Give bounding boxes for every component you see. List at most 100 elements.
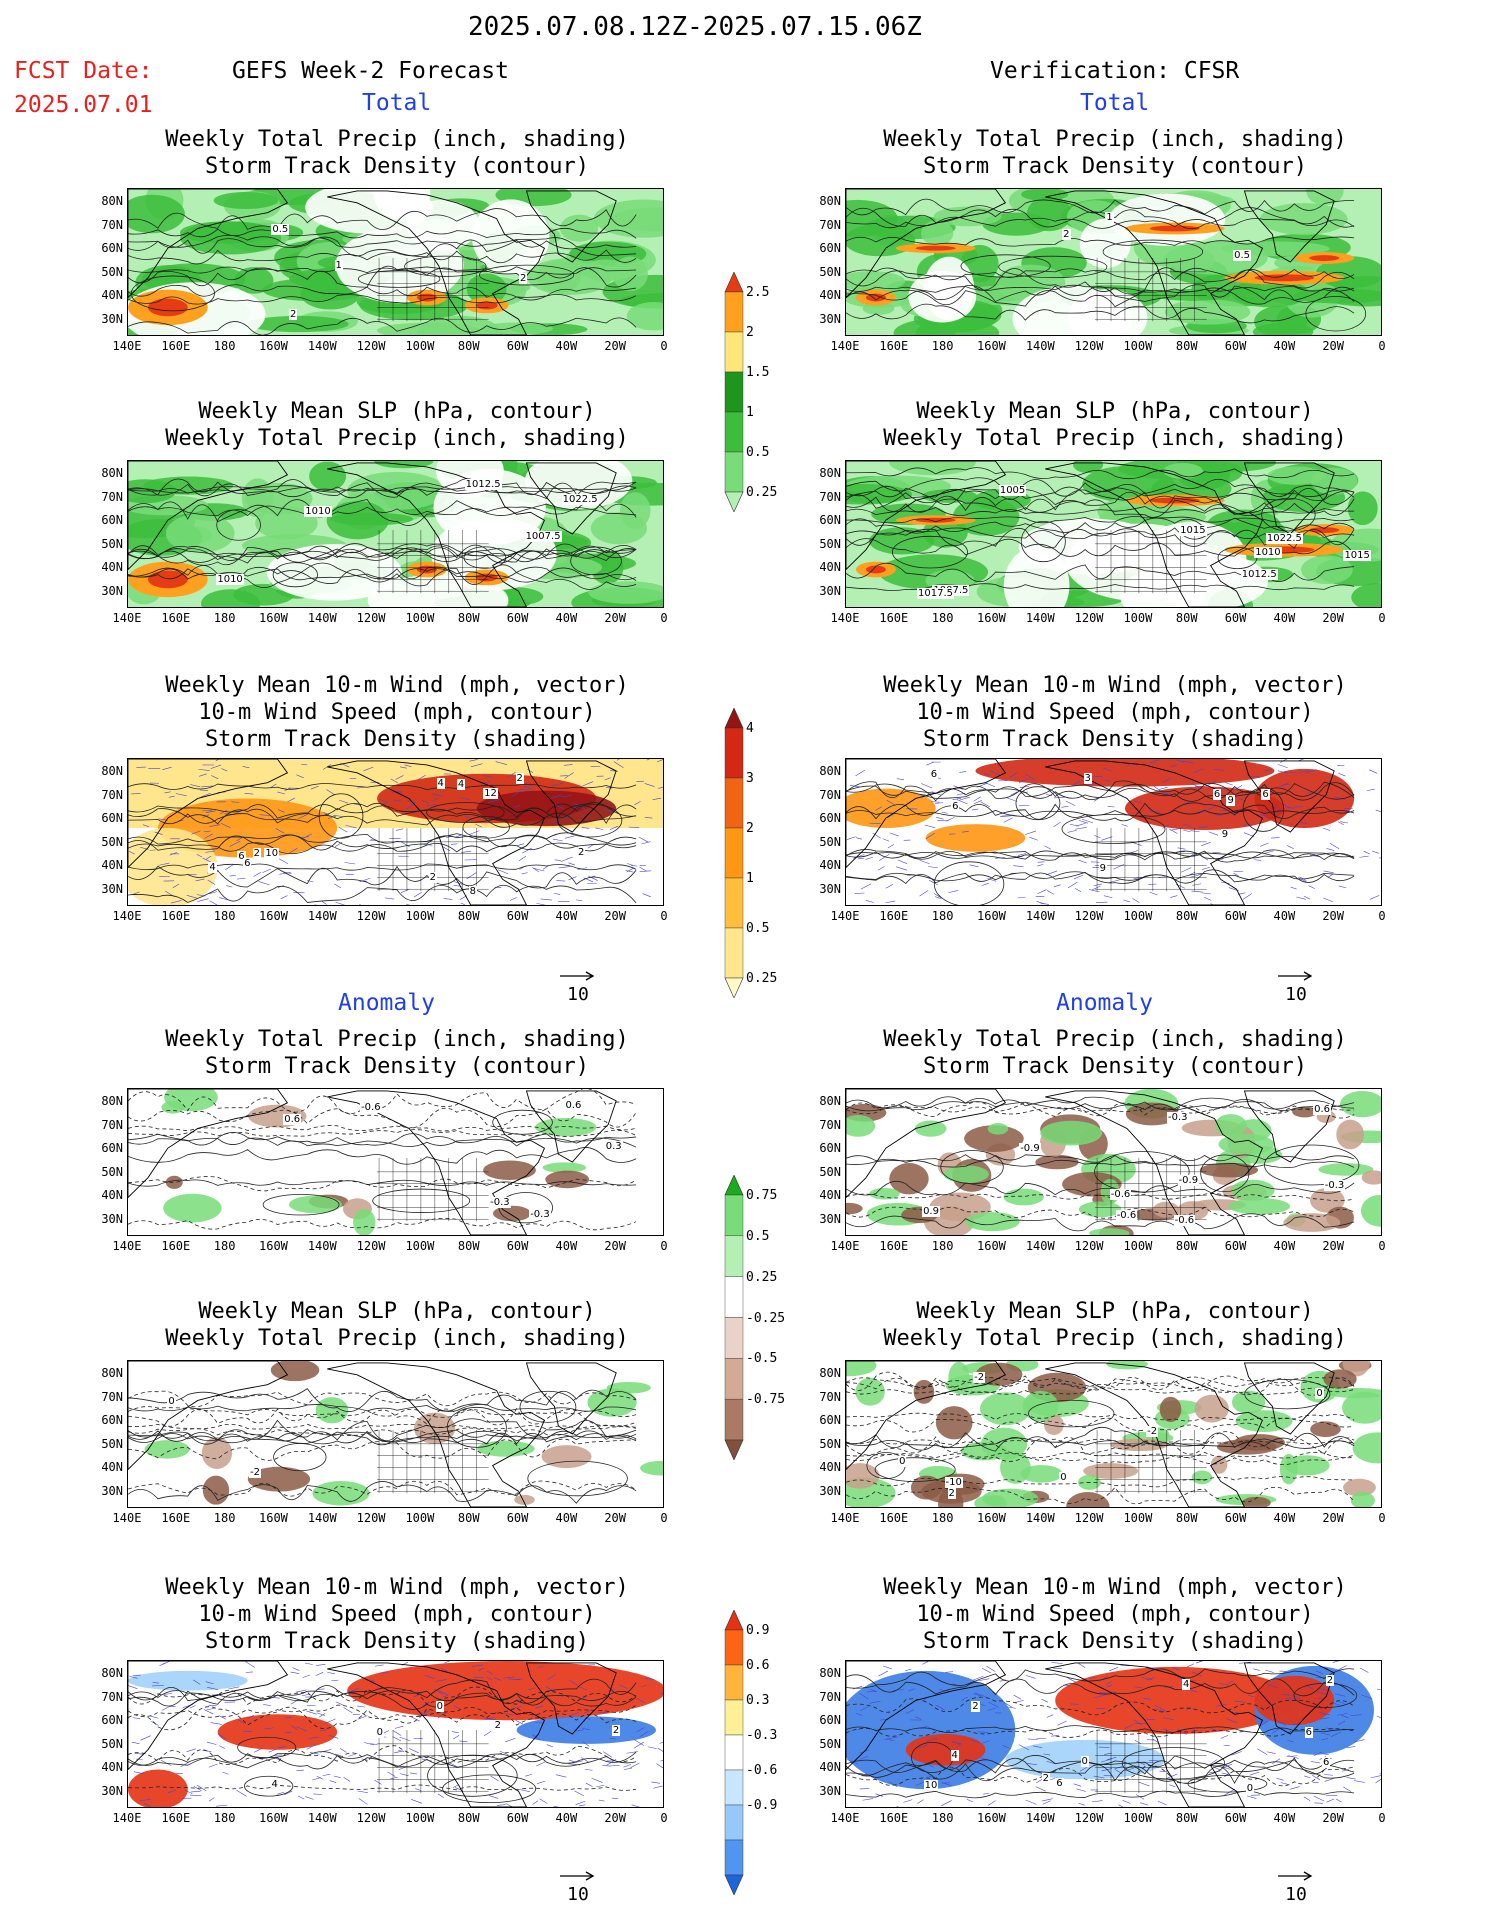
right-column-title: Verification: CFSR [990, 58, 1240, 84]
lon-label: 140E [112, 611, 142, 625]
colorbar-bottom-cap [724, 1439, 744, 1460]
contour-label: 0 [1315, 1387, 1324, 1399]
lat-label: 80N [101, 194, 123, 208]
lon-label: 80W [1175, 339, 1198, 353]
lat-label: 40N [101, 1460, 123, 1475]
lon-label: 0 [660, 339, 668, 353]
colorbar-segment [724, 927, 744, 979]
contour-label: 1022.5 [561, 494, 599, 506]
contour-label: 1022.5 [1265, 533, 1303, 544]
contour-label: -0.3 [489, 1196, 511, 1208]
colorbar-label: 2 [746, 821, 754, 836]
colorbar-label: 0.25 [746, 485, 778, 500]
lat-label: 30N [819, 312, 841, 326]
lon-label: 80W [457, 611, 480, 625]
lon-label: 140E [830, 1511, 860, 1525]
colorbar-label: 0.5 [746, 445, 770, 460]
lat-label: 60N [101, 241, 123, 256]
lon-label: 20W [604, 1811, 627, 1825]
contour-label: 1012.5 [1240, 568, 1278, 580]
lat-label: 80N [819, 466, 841, 480]
panel-title-line: 10-m Wind Speed (mph, contour) [198, 700, 596, 725]
lon-label: 20W [1322, 611, 1345, 625]
colorbar-label: 1 [746, 871, 754, 886]
lon-label: 20W [604, 909, 627, 923]
lon-label: 20W [604, 339, 627, 353]
lon-label: 80W [457, 1811, 480, 1825]
colorbar-segment [724, 1664, 744, 1701]
lat-label: 80N [819, 194, 841, 208]
lat-label: 40N [819, 1460, 841, 1475]
lon-label: 100W [405, 611, 435, 625]
lat-label: 80N [101, 1094, 123, 1108]
lon-label: 40W [1273, 1511, 1296, 1525]
panel-title-line: Weekly Total Precip (inch, shading) [165, 426, 629, 451]
lon-label: 60W [1224, 1511, 1247, 1525]
lat-label: 50N [819, 264, 841, 279]
lat-label: 70N [819, 787, 841, 802]
colorbar-label: 0.75 [746, 1188, 778, 1203]
lat-label: 30N [101, 882, 123, 896]
lon-label: 180 [931, 909, 954, 923]
contour-label: 0.6 [564, 1100, 583, 1112]
colorbar-segment [724, 1358, 744, 1400]
contour-label: 2 [428, 872, 437, 884]
panel-title-line: Storm Track Density (shading) [922, 1629, 1308, 1654]
lat-label: 40N [101, 858, 123, 873]
colorbar-storm_anom [724, 1610, 744, 1895]
lon-label: 160W [259, 909, 288, 923]
colorbar-label: -0.3 [746, 1728, 778, 1743]
contour-label: -0.9 [1019, 1143, 1041, 1155]
lon-label: 20W [1322, 339, 1345, 353]
lon-label: 0 [1378, 1239, 1386, 1253]
lon-label: 160E [161, 1811, 191, 1825]
colorbar-precip_total [724, 272, 744, 512]
lon-label: 60W [506, 1811, 529, 1825]
lon-label: 40W [555, 611, 578, 625]
contour-label: 2 [971, 1700, 980, 1712]
fcst-date-value: 2025.07.01 [14, 92, 153, 118]
lon-label: 0 [1378, 1811, 1386, 1825]
contour-label: 1015 [1179, 525, 1207, 537]
lat-label: 30N [819, 882, 841, 896]
lat-label: 70N [819, 1117, 841, 1132]
colorbar-segment [724, 1629, 744, 1666]
colorbar-segment [724, 1276, 744, 1318]
contour-label: 6 [951, 800, 960, 812]
lat-label: 40N [101, 1760, 123, 1775]
lon-label: 20W [1322, 1239, 1345, 1253]
colorbar-label: 2.5 [746, 285, 770, 300]
lat-label: 80N [819, 1094, 841, 1108]
panel-title-v-total-3: Weekly Mean 10-m Wind (mph, vector) 10-m … [805, 672, 1425, 753]
lat-label: 60N [101, 1713, 123, 1728]
contour-label: 0.6 [283, 1114, 302, 1126]
contour-label: 0.6 [1313, 1104, 1331, 1116]
colorbar-label: 0.5 [746, 921, 770, 936]
lat-label: 60N [819, 1413, 841, 1428]
lon-label: 80W [457, 339, 480, 353]
contour-label: 0 [1245, 1783, 1255, 1795]
panel-title-line: Weekly Mean SLP (hPa, contour) [198, 399, 596, 424]
lon-label: 120W [356, 1511, 386, 1525]
lon-label: 20W [604, 1239, 627, 1253]
lon-label: 120W [356, 339, 386, 353]
panel-title-line: Weekly Total Precip (inch, shading) [165, 1326, 629, 1351]
lat-label: 30N [101, 1784, 123, 1798]
lon-label: 140W [307, 1239, 337, 1253]
lon-label: 20W [1322, 1511, 1345, 1525]
lat-label: 60N [819, 513, 841, 528]
colorbar-segment [724, 1734, 744, 1771]
lon-label: 0 [660, 1239, 668, 1253]
colorbar-segment [724, 777, 744, 829]
lon-label: 20W [604, 1511, 627, 1525]
contour-label: 1010 [304, 505, 332, 517]
lat-label: 80N [101, 1666, 123, 1680]
contour-label: -2 [249, 1466, 262, 1478]
lon-label: 40W [1273, 611, 1296, 625]
vector-ref-f-anom: 10 [553, 1870, 603, 1905]
contour-label: 4 [208, 861, 217, 873]
panel-title-line: Storm Track Density (shading) [922, 727, 1308, 752]
lon-label: 60W [506, 1511, 529, 1525]
contour-label: 4 [1182, 1679, 1191, 1691]
lat-label: 70N [819, 1389, 841, 1404]
